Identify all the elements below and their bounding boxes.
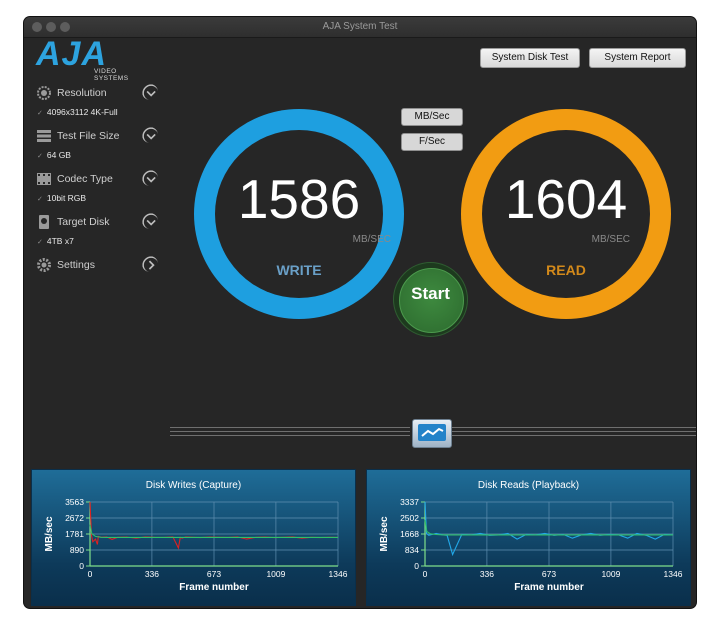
resolution-icon [37, 86, 51, 100]
write-gauge-ring [194, 109, 404, 319]
sidebar-item-target-disk[interactable]: Target Disk [36, 213, 166, 233]
y-tick-label: 0 [414, 561, 419, 571]
y-tick-label: 1668 [400, 529, 419, 539]
disk-icon [39, 215, 49, 229]
read-speed-unit: MB/SEC [591, 234, 630, 245]
sidebar-item-label: Resolution [57, 87, 107, 99]
x-tick-label: 1009 [601, 569, 620, 579]
x-tick-label: 336 [145, 569, 159, 579]
read-speed-value: 1604 [504, 168, 628, 230]
check-icon: ✓ [37, 239, 43, 246]
write-speed-value: 1586 [237, 168, 361, 230]
sidebar-item-label: Target Disk [57, 216, 110, 228]
aja-logo: AJA VIDEO SYSTEMS [36, 35, 146, 82]
logo-brand: AJA [36, 35, 108, 73]
x-axis-label: Frame number [514, 582, 584, 593]
check-icon: ✓ [37, 153, 43, 160]
divider [170, 427, 410, 428]
y-tick-label: 2502 [400, 513, 419, 523]
x-tick-label: 336 [480, 569, 494, 579]
check-icon: ✓ [37, 196, 43, 203]
minimize-window-button[interactable] [46, 22, 56, 32]
disk-writes-panel: Disk Writes (Capture) 0 336 673 1009 1346 0 89… [31, 469, 356, 606]
y-tick-label: 2672 [65, 513, 84, 523]
y-tick-label: 890 [70, 545, 84, 555]
app-window: AJA System Test AJA VIDEO SYSTEMS Resolu… [24, 17, 696, 608]
divider [452, 431, 696, 432]
x-tick-label: 0 [88, 569, 93, 579]
gear-icon [37, 258, 51, 272]
x-tick-label: 673 [207, 569, 221, 579]
close-window-button[interactable] [32, 22, 42, 32]
x-tick-label: 1009 [266, 569, 285, 579]
window-title: AJA System Test [322, 21, 398, 32]
chart-title: Disk Reads (Playback) [477, 480, 580, 491]
write-label: WRITE [276, 262, 322, 278]
mb-sec-button[interactable]: MB/Sec [401, 108, 463, 126]
system-report-button[interactable]: System Report [589, 48, 686, 68]
divider [170, 431, 410, 432]
divider [452, 427, 696, 428]
series-line-1 [89, 524, 338, 538]
y-tick-label: 3563 [65, 497, 84, 507]
chevron-down-icon[interactable] [142, 127, 158, 143]
divider [452, 435, 696, 436]
sidebar-value-test-file-size: ✓ 64 GB [37, 150, 71, 160]
x-tick-label: 0 [423, 569, 428, 579]
sidebar-item-settings[interactable]: Settings [36, 256, 166, 276]
y-tick-label: 834 [405, 545, 419, 555]
start-button[interactable]: Start [394, 263, 467, 336]
chevron-down-icon[interactable] [142, 213, 158, 229]
graph-toggle-button[interactable] [412, 419, 452, 448]
read-label: READ [546, 262, 586, 278]
x-axis-label: Frame number [179, 582, 249, 593]
title-bar: AJA System Test [24, 17, 696, 38]
y-axis-label: MB/sec [44, 516, 55, 551]
sidebar-item-codec-type[interactable]: Codec Type [36, 170, 166, 190]
zoom-window-button[interactable] [60, 22, 70, 32]
x-tick-label: 673 [542, 569, 556, 579]
sidebar-value-codec-type: ✓ 10bit RGB [37, 193, 87, 203]
disk-reads-chart: 0 336 673 1009 1346 0 834 1668 2502 3337 Frame num… [379, 497, 683, 593]
y-tick-label: 1781 [65, 529, 84, 539]
sidebar-item-label: Test File Size [57, 130, 120, 142]
x-tick-label: 1346 [329, 569, 348, 579]
chevron-down-icon[interactable] [142, 170, 158, 186]
sidebar-item-resolution[interactable]: Resolution [36, 84, 166, 104]
x-tick-label: 1346 [664, 569, 683, 579]
chevron-down-icon[interactable] [142, 84, 158, 100]
chevron-right-icon[interactable] [142, 256, 158, 272]
divider [170, 435, 410, 436]
logo-tagline: VIDEO SYSTEMS [94, 68, 129, 82]
film-icon [37, 173, 51, 185]
chart-title: Disk Writes (Capture) [145, 480, 242, 491]
write-speed-unit: MB/SEC [352, 234, 391, 245]
sidebar-item-label: Settings [57, 259, 95, 271]
sidebar-item-label: Codec Type [57, 173, 113, 185]
disk-writes-chart: 0 336 673 1009 1346 0 890 1781 2672 3563 Frame num… [44, 497, 348, 593]
sidebar-item-test-file-size[interactable]: Test File Size [36, 127, 166, 147]
start-label: Start [411, 284, 450, 303]
sidebar-value-target-disk: ✓ 4TB x7 [37, 236, 74, 246]
read-gauge-ring [461, 109, 671, 319]
series-line-1 [424, 519, 673, 536]
line-chart-icon [421, 427, 444, 437]
stack-icon [37, 130, 51, 142]
f-sec-button[interactable]: F/Sec [401, 133, 463, 151]
y-axis-label: MB/sec [379, 516, 390, 551]
y-tick-label: 3337 [400, 497, 419, 507]
sidebar-value-resolution: ✓ 4096x3112 4K-Full [37, 107, 118, 117]
y-tick-label: 0 [79, 561, 84, 571]
check-icon: ✓ [37, 110, 43, 117]
disk-reads-panel: Disk Reads (Playback) 0 336 673 1009 1346 0 83… [366, 469, 691, 606]
system-disk-test-button[interactable]: System Disk Test [480, 48, 580, 68]
